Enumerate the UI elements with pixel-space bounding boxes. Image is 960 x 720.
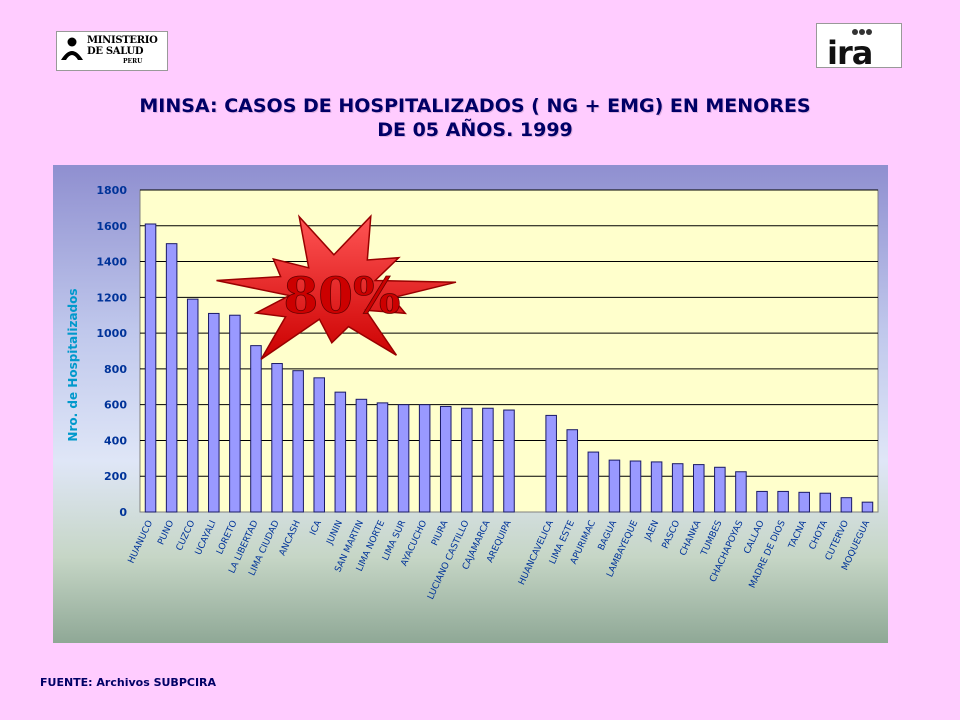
bar — [292, 370, 304, 513]
chart-title: MINSA: CASOS DE HOSPITALIZADOS ( NG + EM… — [80, 94, 870, 142]
y-tick-label: 800 — [104, 363, 127, 376]
y-tick-label: 400 — [104, 434, 127, 447]
bar — [271, 363, 283, 513]
y-axis-label: Nro. de Hospitalizados — [66, 288, 80, 441]
bar — [186, 298, 199, 513]
bar — [439, 405, 452, 513]
bar — [756, 490, 768, 513]
y-tick-label: 1600 — [96, 220, 127, 233]
minsa-logo: MINISTERIO DE SALUD PERU — [56, 31, 168, 71]
bar — [418, 404, 431, 513]
bar — [735, 471, 747, 513]
bar — [461, 407, 473, 513]
bar — [840, 497, 853, 513]
ira-logo-text: ira — [827, 34, 873, 72]
y-tick-labels: 0 200 400 600 800 1000 1200 1400 1600 1800 — [96, 184, 127, 519]
minsa-line-1: MINISTERIO — [87, 35, 158, 46]
y-tick-label: 1800 — [96, 184, 127, 197]
source-note: FUENTE: Archivos SUBPCIRA — [40, 676, 217, 689]
bar — [861, 501, 874, 513]
burst-label: 80% — [283, 266, 400, 325]
y-tick-label: 1200 — [96, 291, 127, 304]
bar — [545, 414, 557, 513]
bar — [819, 492, 832, 513]
bars-group — [144, 223, 874, 513]
bar — [587, 451, 600, 513]
bar — [798, 491, 810, 513]
y-tick-label: 1400 — [96, 256, 127, 269]
bar — [229, 314, 241, 513]
bar — [144, 223, 157, 513]
minsa-sub-text: PERU — [123, 58, 143, 65]
bar — [714, 466, 726, 513]
bar — [376, 402, 389, 513]
ira-emblem-icon — [852, 29, 872, 35]
minsa-emblem-icon — [61, 37, 83, 60]
bar — [397, 404, 410, 513]
y-tick-label: 0 — [119, 506, 127, 519]
bar — [671, 463, 684, 513]
bar — [693, 464, 705, 513]
burst-shape — [216, 214, 457, 360]
bar — [566, 429, 579, 513]
ira-logo: ira — [816, 23, 902, 72]
y-tick-label: 200 — [104, 470, 127, 483]
bar — [208, 312, 220, 513]
bar — [503, 409, 515, 513]
bar — [165, 243, 178, 513]
title-line-1: MINSA: CASOS DE HOSPITALIZADOS ( NG + EM… — [139, 95, 811, 117]
bar — [608, 459, 621, 513]
bar — [313, 377, 326, 513]
bar — [650, 461, 663, 513]
minsa-logo-text: MINISTERIO DE SALUD — [87, 35, 158, 57]
minsa-line-2: DE SALUD — [87, 46, 144, 57]
title-line-2: DE 05 AÑOS. 1999 — [377, 119, 573, 141]
y-tick-label: 1000 — [96, 327, 127, 340]
bar — [777, 490, 789, 513]
burst-annotation: 80% — [216, 214, 457, 360]
bar — [334, 391, 347, 513]
bar — [250, 345, 262, 513]
y-tick-label: 600 — [104, 399, 127, 412]
bar — [482, 407, 494, 513]
bar — [629, 460, 642, 513]
grid-lines — [140, 189, 878, 477]
bar — [355, 398, 368, 513]
